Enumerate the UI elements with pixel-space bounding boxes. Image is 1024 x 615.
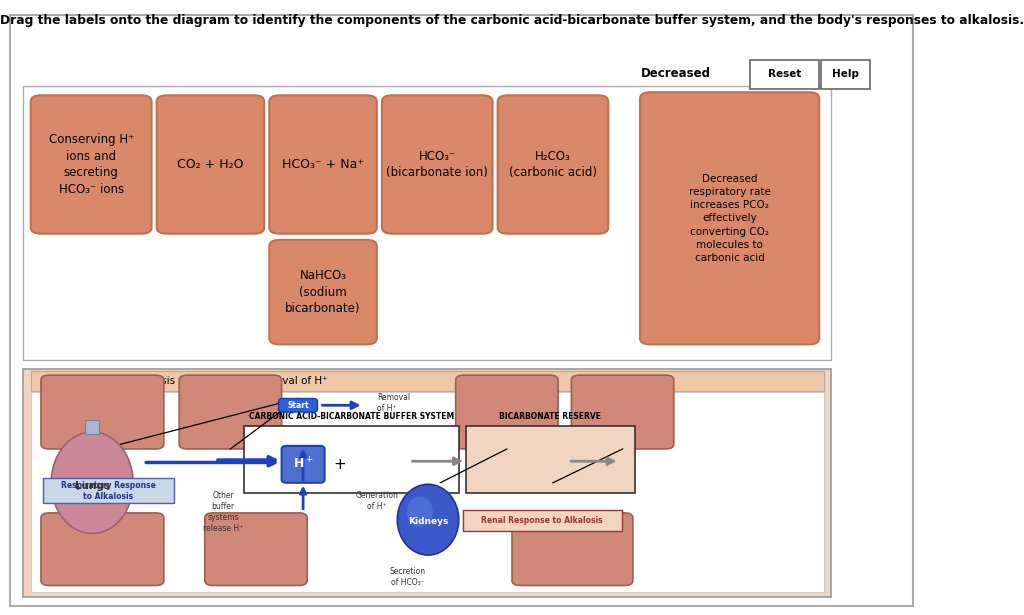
Text: BICARBONATE RESERVE: BICARBONATE RESERVE <box>500 411 601 421</box>
Text: CO₂ + H₂O: CO₂ + H₂O <box>177 158 244 171</box>
FancyBboxPatch shape <box>205 513 307 585</box>
Text: Drag the labels onto the diagram to identify the components of the carbonic acid: Drag the labels onto the diagram to iden… <box>0 14 1024 26</box>
FancyBboxPatch shape <box>282 446 325 483</box>
Text: Other
buffer
systems
release H⁺: Other buffer systems release H⁺ <box>203 491 244 533</box>
FancyBboxPatch shape <box>269 95 377 234</box>
FancyBboxPatch shape <box>640 92 819 344</box>
FancyBboxPatch shape <box>512 513 633 585</box>
Text: Secretion
of HCO₃⁻: Secretion of HCO₃⁻ <box>389 567 426 587</box>
FancyBboxPatch shape <box>157 95 264 234</box>
Bar <box>463 510 622 531</box>
Text: Respiratory Response
to Alkalosis: Respiratory Response to Alkalosis <box>61 481 156 501</box>
Text: Decreased
respiratory rate
increases PCO₂
effectively
converting CO₂
molecules t: Decreased respiratory rate increases PCO… <box>689 173 770 263</box>
Bar <box>31 371 824 391</box>
Bar <box>466 426 635 493</box>
FancyBboxPatch shape <box>571 375 674 449</box>
Text: +: + <box>334 457 346 472</box>
FancyBboxPatch shape <box>456 375 558 449</box>
Text: Decreased: Decreased <box>641 67 711 81</box>
Text: HCO₃⁻ + Na⁺: HCO₃⁻ + Na⁺ <box>282 158 365 171</box>
Text: Renal Response to Alkalosis: Renal Response to Alkalosis <box>481 517 603 525</box>
Bar <box>821 60 870 89</box>
Text: NaHCO₃
(sodium
bicarbonate): NaHCO₃ (sodium bicarbonate) <box>286 269 360 315</box>
Bar <box>10 15 913 606</box>
FancyBboxPatch shape <box>279 399 317 412</box>
Bar <box>31 392 824 592</box>
Text: Start: Start <box>287 401 309 410</box>
FancyBboxPatch shape <box>41 513 164 585</box>
Bar <box>23 86 831 360</box>
Text: Conserving H⁺
ions and
secreting
HCO₃⁻ ions: Conserving H⁺ ions and secreting HCO₃⁻ i… <box>48 133 134 196</box>
Bar <box>244 426 459 493</box>
FancyBboxPatch shape <box>179 375 282 449</box>
Text: H₂CO₃
(carbonic acid): H₂CO₃ (carbonic acid) <box>509 150 597 179</box>
Ellipse shape <box>407 496 432 527</box>
Bar <box>23 369 831 597</box>
FancyBboxPatch shape <box>31 95 152 234</box>
Text: The response to alkalosis caused by the removal of H⁺: The response to alkalosis caused by the … <box>43 376 328 386</box>
Text: Kidneys: Kidneys <box>408 517 449 526</box>
Text: Lungs: Lungs <box>75 481 110 491</box>
FancyBboxPatch shape <box>41 375 164 449</box>
FancyBboxPatch shape <box>269 240 377 344</box>
Bar <box>43 478 174 503</box>
Text: Reset: Reset <box>768 69 801 79</box>
Text: CARBONIC ACID-BICARBONATE BUFFER SYSTEM: CARBONIC ACID-BICARBONATE BUFFER SYSTEM <box>249 411 454 421</box>
Ellipse shape <box>51 432 133 534</box>
Text: HCO₃⁻
(bicarbonate ion): HCO₃⁻ (bicarbonate ion) <box>386 150 488 179</box>
FancyBboxPatch shape <box>382 95 493 234</box>
Text: Help: Help <box>833 69 859 79</box>
Bar <box>750 60 819 89</box>
Text: Removal
of H⁺: Removal of H⁺ <box>377 393 410 413</box>
Text: H$^+$: H$^+$ <box>293 457 313 472</box>
Ellipse shape <box>397 485 459 555</box>
FancyBboxPatch shape <box>498 95 608 234</box>
Text: Generation
of H⁺: Generation of H⁺ <box>355 491 398 511</box>
Bar <box>85 420 99 434</box>
